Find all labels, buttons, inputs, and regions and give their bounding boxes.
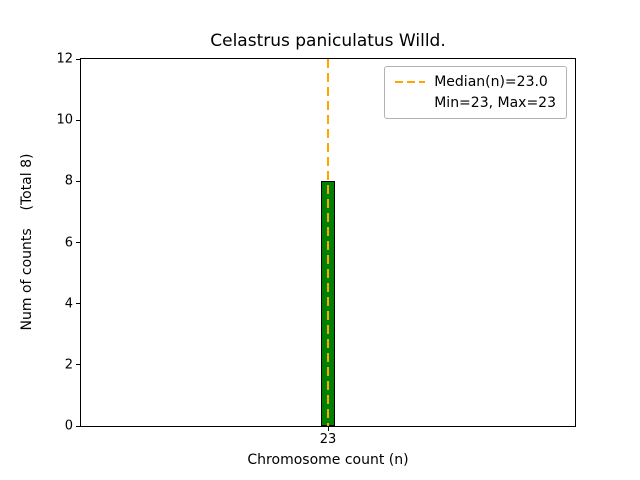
y-tick-mark xyxy=(76,303,80,305)
plot-area: Median(n)=23.0 Min=23, Max=23 0 2 4 6 8 10 12 2… xyxy=(56,53,576,446)
y-tick-label: 0 xyxy=(64,418,73,434)
legend-entry-median: Median(n)=23.0 xyxy=(395,74,556,90)
y-tick-mark xyxy=(76,58,80,60)
median-dashed-line-icon xyxy=(395,80,426,84)
median-line xyxy=(326,59,330,426)
x-tick-mark xyxy=(327,427,329,431)
y-tick-label: 8 xyxy=(64,173,73,189)
y-tick-label: 10 xyxy=(56,112,73,128)
legend-label-minmax: Min=23, Max=23 xyxy=(434,95,556,111)
y-tick-label: 6 xyxy=(64,235,73,250)
y-tick-mark xyxy=(76,364,80,366)
legend-entry-minmax: Min=23, Max=23 xyxy=(395,95,556,111)
legend-marker-spacer xyxy=(395,102,425,105)
y-tick-mark xyxy=(76,242,80,243)
y-tick-label: 2 xyxy=(64,357,73,373)
x-axis-label: Chromosome count (n) xyxy=(247,452,409,468)
y-tick-mark xyxy=(76,425,80,427)
y-tick-mark xyxy=(76,180,80,182)
legend-label-median: Median(n)=23.0 xyxy=(434,74,548,90)
x-tick-label: 23 xyxy=(319,432,337,447)
legend: Median(n)=23.0 Min=23, Max=23 xyxy=(384,66,567,119)
y-tick-mark xyxy=(76,119,80,121)
chart-title: Celastrus paniculatus Willd. xyxy=(210,31,446,51)
y-tick-label: 12 xyxy=(56,51,73,67)
y-axis-label: Num of counts (Total 8) xyxy=(19,153,35,331)
y-tick-label: 4 xyxy=(64,296,73,312)
